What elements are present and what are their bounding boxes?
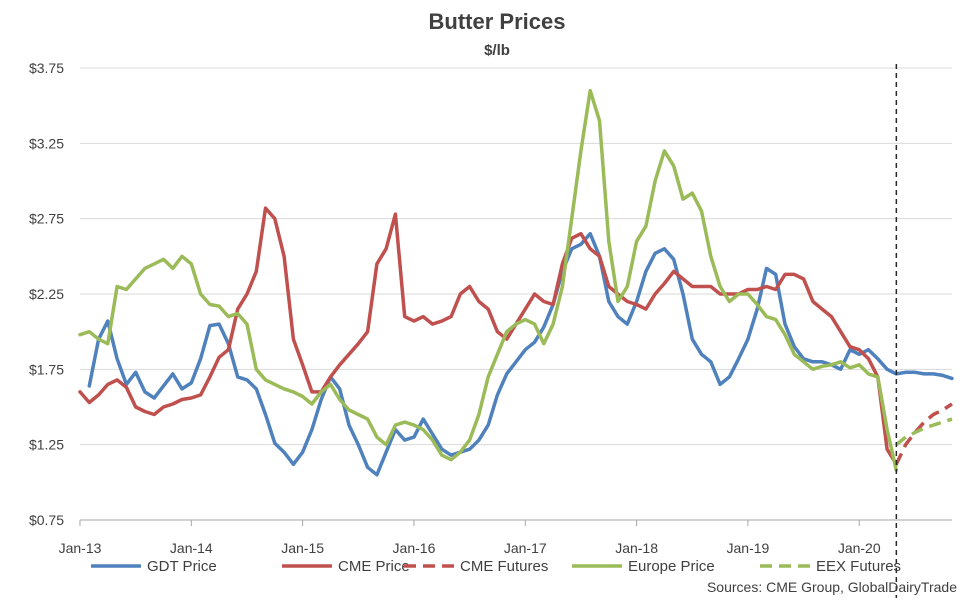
x-tick-label: Jan-20 — [838, 540, 881, 556]
x-tick-label: Jan-14 — [170, 540, 213, 556]
series-line-cme-price — [78, 206, 899, 467]
y-tick-label: $2.75 — [29, 211, 64, 227]
x-tick-label: Jan-13 — [59, 540, 102, 556]
grid-lines — [80, 67, 952, 521]
series-lines — [78, 88, 954, 477]
x-tick-label: Jan-19 — [727, 540, 770, 556]
y-tick-label: $3.75 — [29, 60, 64, 76]
series-line-gdt-price — [87, 231, 954, 477]
series-line-europe-price — [78, 88, 899, 473]
chart-subtitle: $/lb — [484, 42, 510, 59]
legend-label: Europe Price — [628, 558, 715, 575]
x-tick-label: Jan-16 — [393, 540, 436, 556]
y-tick-label: $1.25 — [29, 437, 64, 453]
legend: GDT Price CME Price CME Futures Europe Pric… — [91, 558, 901, 575]
x-axis-ticks: Jan-13 Jan-14 Jan-15 Jan-16 Jan-17 Jan-18 Jan-… — [59, 520, 881, 556]
series-line-cme-futures — [894, 402, 953, 466]
source-note: Sources: CME Group, GlobalDairyTrade — [707, 579, 957, 595]
legend-label: EEX Futures — [816, 558, 901, 575]
y-tick-label: $0.75 — [29, 512, 64, 528]
legend-label: CME Price — [338, 558, 410, 575]
legend-label: GDT Price — [147, 558, 217, 575]
x-tick-label: Jan-15 — [281, 540, 324, 556]
series-line-eex-futures — [895, 417, 953, 447]
y-axis-ticks: $0.75 $1.25 $1.75 $2.25 $2.75 $3.25 $3.75 — [29, 60, 64, 528]
legend-label: CME Futures — [460, 558, 548, 575]
y-tick-label: $1.75 — [29, 361, 64, 377]
y-tick-label: $2.25 — [29, 286, 64, 302]
chart-title: Butter Prices — [429, 9, 566, 34]
x-tick-label: Jan-17 — [504, 540, 547, 556]
y-tick-label: $3.25 — [29, 135, 64, 151]
x-tick-label: Jan-18 — [615, 540, 658, 556]
